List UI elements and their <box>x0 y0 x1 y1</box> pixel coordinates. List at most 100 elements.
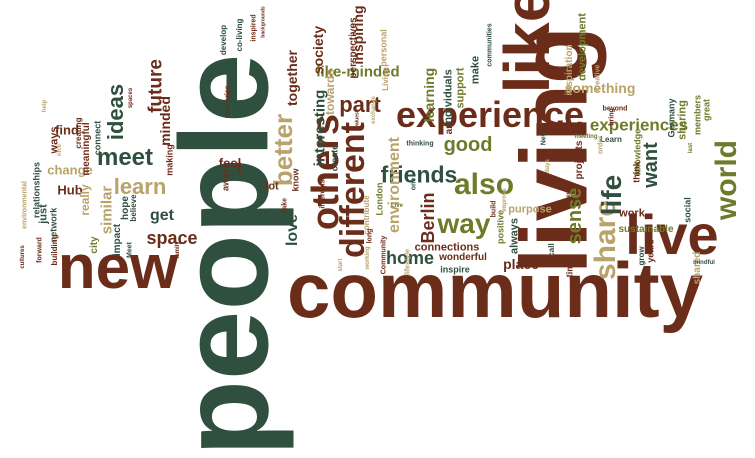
word-feel: feel <box>218 155 242 171</box>
word-something: something <box>564 80 636 96</box>
word-improve: improve <box>502 188 508 212</box>
word-time: time <box>564 258 575 278</box>
word-develop: develop <box>219 24 228 56</box>
word-last: last <box>688 142 694 154</box>
word-sharing: sharing <box>676 100 689 140</box>
word-change: change <box>47 162 93 178</box>
word-place: place <box>503 256 539 272</box>
word-individuals: individuals <box>442 69 455 127</box>
word-community: Community <box>380 235 388 275</box>
word-development: development <box>576 13 589 81</box>
word-cultures: cultures <box>20 245 26 269</box>
word-meeting: meeting <box>574 134 598 140</box>
word-grow: grow <box>637 246 646 266</box>
word-lifestyle: lifestyle <box>404 248 412 276</box>
word-community: community <box>286 246 704 334</box>
word-making: making <box>164 144 175 176</box>
word-hub: Hub <box>57 182 83 198</box>
word-believe: believe <box>129 194 138 222</box>
word-wonderful: wonderful <box>439 252 487 263</box>
word-city: city <box>89 236 100 254</box>
word-world: world <box>710 140 743 220</box>
word-part: part <box>339 92 381 117</box>
word-values: values <box>354 112 361 128</box>
word-also: also <box>453 168 515 201</box>
word-learning: learning <box>421 67 437 123</box>
word-great: great <box>701 98 712 122</box>
word-communities: communities <box>486 23 494 67</box>
word-years: years <box>645 239 656 263</box>
word-learn: learn <box>113 174 167 199</box>
word-relationships: relationships <box>31 161 42 219</box>
word-society: society <box>310 25 326 75</box>
word-fled: fled <box>566 190 572 202</box>
word-towards: towards <box>323 68 337 116</box>
word-help: help <box>42 99 48 113</box>
word-long: long <box>366 228 374 244</box>
word-like: like <box>491 0 563 94</box>
word-meet: Meet <box>126 242 134 258</box>
word-minded: minded <box>157 96 173 146</box>
word-co-living: co-living <box>235 18 244 52</box>
word-away: away <box>220 168 231 192</box>
word-inspire: inspire <box>440 264 470 275</box>
word-really: really <box>78 184 92 216</box>
word-forward: forward <box>36 237 44 263</box>
word-want: want <box>640 142 662 188</box>
word-personal: personal <box>378 29 389 67</box>
word-creative: creative <box>594 64 602 92</box>
word-beyond: beyond <box>602 105 628 113</box>
word-mindful: mindful <box>693 260 715 266</box>
word-start: start <box>338 258 344 272</box>
word-connections: connections <box>414 241 480 254</box>
word-live: live <box>625 203 719 266</box>
word-learn: Learn <box>600 135 622 144</box>
word-experience: experience <box>395 94 585 135</box>
word-building: building <box>50 234 59 266</box>
word-perspectives: perspectives <box>348 17 359 79</box>
word-spaces: spaces <box>128 87 134 109</box>
word-good: good <box>443 134 493 156</box>
word-way: way <box>437 208 491 239</box>
word-shared: shared <box>692 251 703 285</box>
word-thinking: thinking <box>406 140 434 148</box>
word-support: support <box>454 67 467 109</box>
word-creating: creating <box>74 117 83 149</box>
word-berlin: Berlin <box>418 192 438 244</box>
word-meaningful: meaningful <box>81 122 92 176</box>
word-exchange: exchange <box>371 96 377 124</box>
word-environment: environment <box>386 136 403 234</box>
word-order: order <box>597 136 605 154</box>
word-interests: interests <box>319 179 327 209</box>
word-get: get <box>150 207 174 224</box>
word-together: together <box>284 50 300 106</box>
word-love: love <box>284 213 301 247</box>
word-live: Live <box>390 203 404 209</box>
word-take: take <box>281 197 289 213</box>
word-days: days <box>545 159 551 173</box>
word-space: space <box>146 228 198 248</box>
word-memories: memories <box>224 85 232 119</box>
word-sustainable: sustainable <box>618 224 674 235</box>
word-art: art <box>444 121 455 135</box>
word-work: work <box>619 207 645 220</box>
word-new: new <box>57 233 179 302</box>
word-social: social <box>682 197 693 223</box>
word-know: know <box>290 168 301 192</box>
word-one: one <box>410 177 418 191</box>
word-working: working <box>365 246 371 270</box>
word-environmental: environmental <box>21 181 29 229</box>
word-always: always <box>508 217 521 255</box>
word-experiences: experiences <box>589 115 689 135</box>
word-ideas: ideas <box>103 83 128 141</box>
word-inspiration: inspiration <box>564 44 575 96</box>
word-members: members <box>692 94 703 136</box>
word-home: home <box>385 248 435 268</box>
word-germany: Germany <box>666 98 677 138</box>
word-well: well <box>237 162 243 174</box>
word-family: family <box>175 241 181 259</box>
word-purpose: purpose <box>508 203 552 216</box>
word-living: Living <box>381 67 390 91</box>
word-lot: lot <box>265 180 279 193</box>
